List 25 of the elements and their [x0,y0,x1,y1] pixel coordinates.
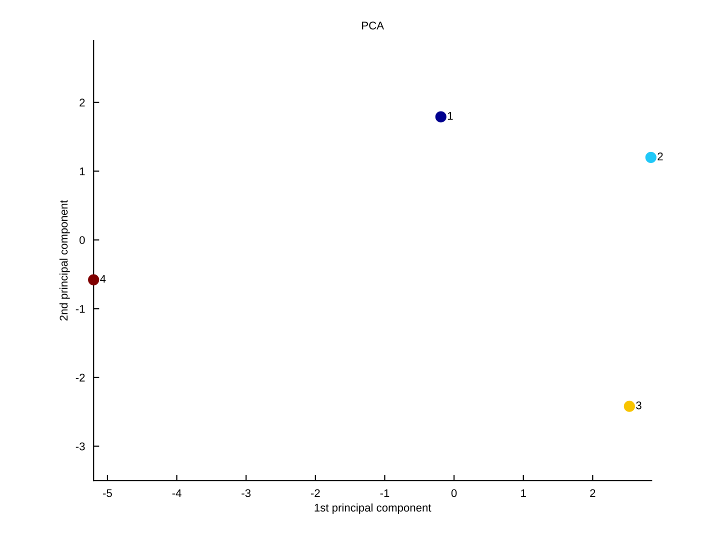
annotation: 1 [448,112,453,120]
x-axis-title: 1st principal component [314,503,432,514]
y-tick-label: -3 [76,442,85,450]
y-tick-label: -1 [76,305,85,313]
point [645,152,656,163]
annotation: 2 [658,152,663,160]
x-tick-label: -5 [103,489,112,498]
x-tick-label: -1 [380,489,390,497]
point [88,274,100,286]
y-tick-label: 0 [80,236,85,244]
y-tick-label: 1 [80,168,85,176]
y-tick-label: -2 [76,374,85,382]
annotation: 4 [100,275,106,283]
x-tick-label: -4 [172,489,182,497]
x-tick-label: 1 [521,489,526,497]
x-tick-label: 2 [590,489,596,497]
y-axis-title: 2nd principal component [59,200,70,321]
y-tick-label: 2 [80,98,85,106]
x-tick-label: -2 [310,489,320,497]
chart-title: PCA [362,22,384,30]
point [624,400,635,412]
x-tick-label: 0 [451,489,457,498]
x-tick-label: -3 [242,489,251,498]
point [435,111,446,122]
annotation: 3 [636,401,642,410]
